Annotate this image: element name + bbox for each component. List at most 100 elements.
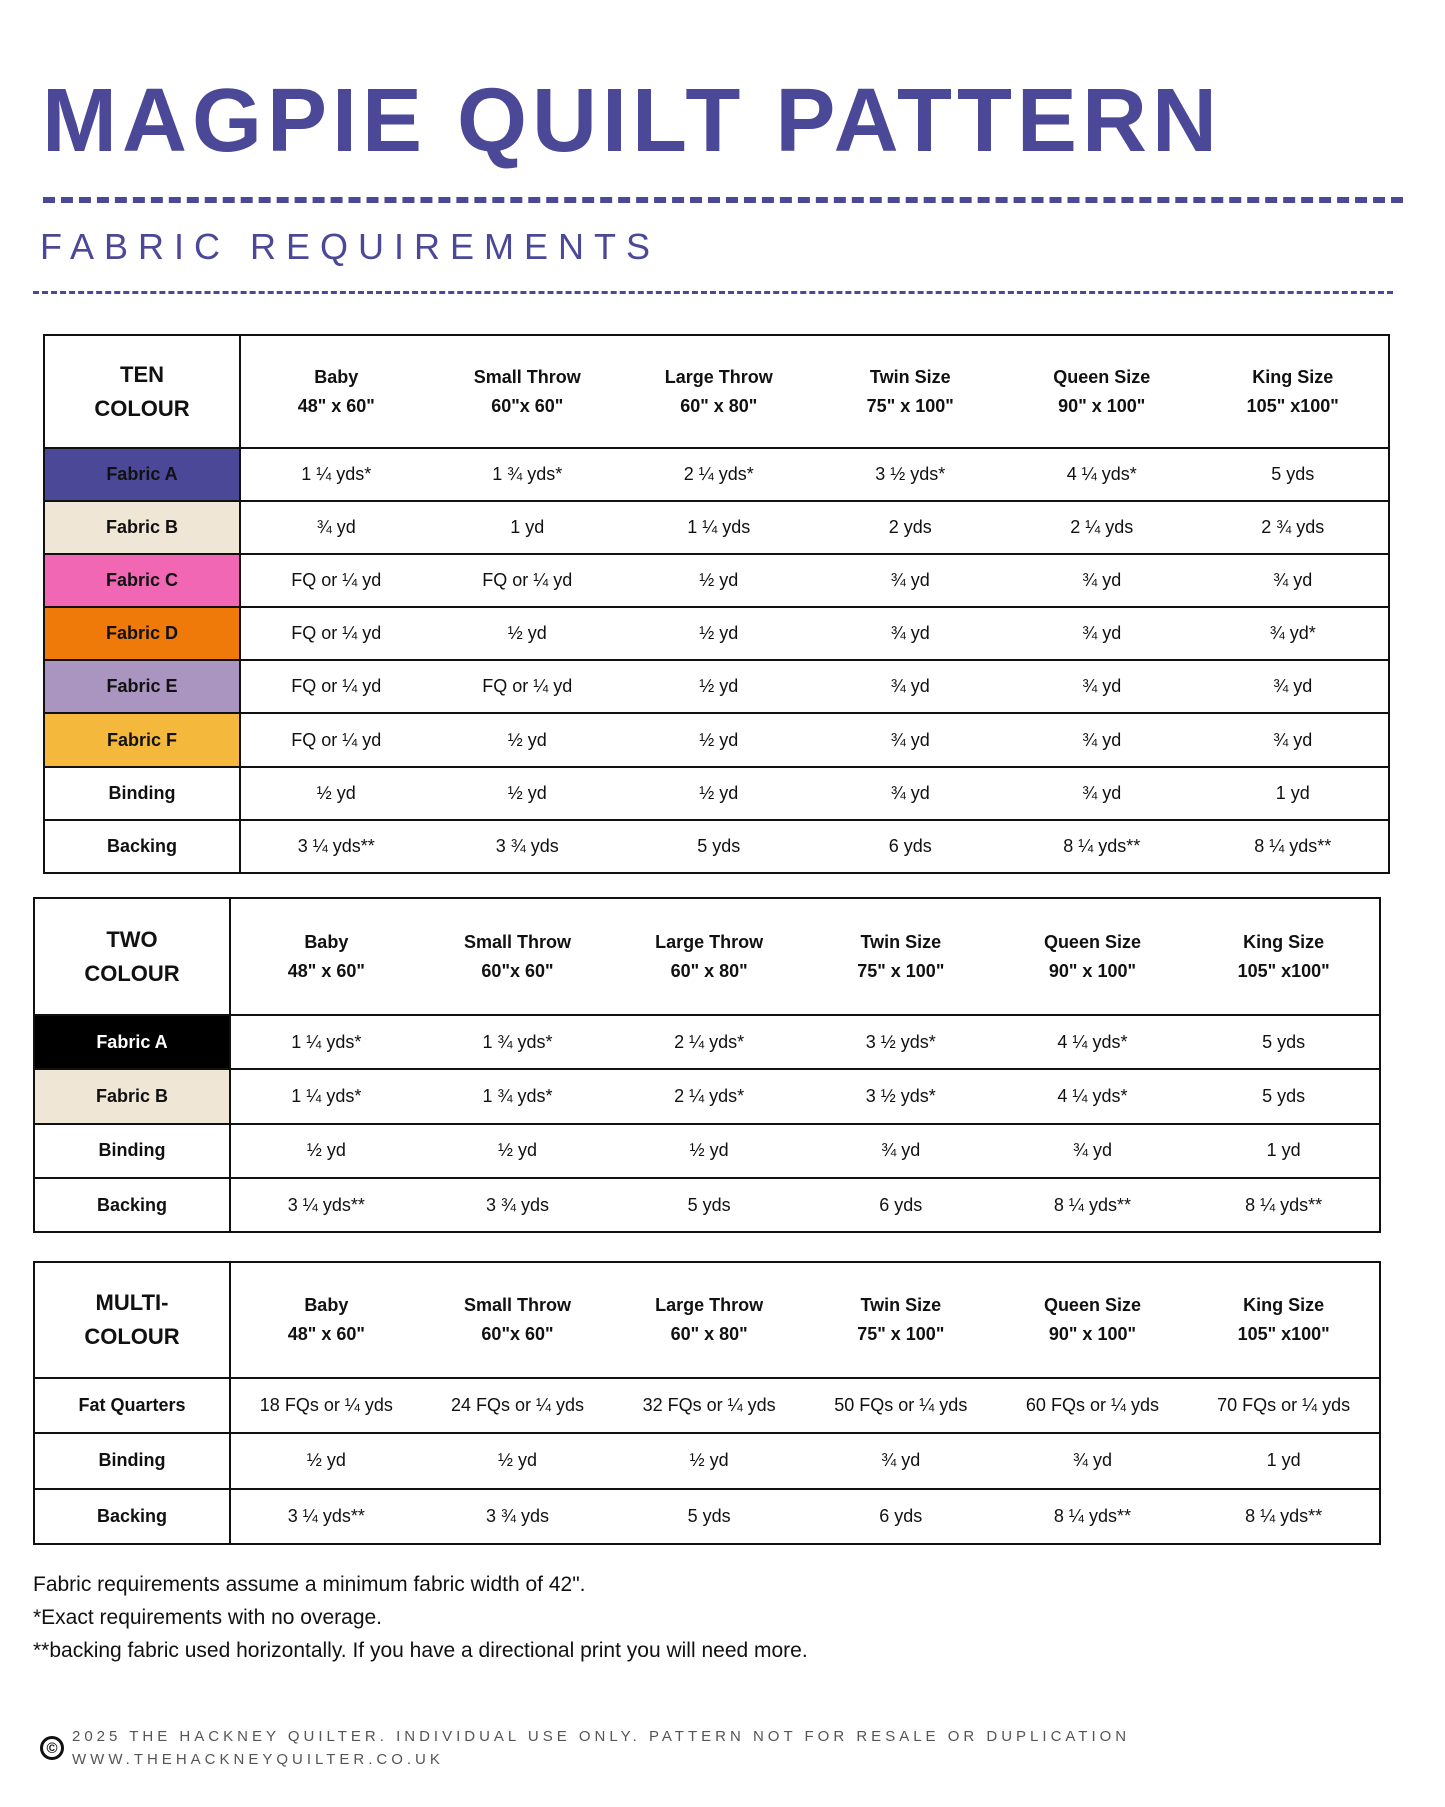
footer-website[interactable]: WWW.THEHACKNEYQUILTER.CO.UK	[72, 1751, 444, 1768]
cell: 3 ½ yds*	[804, 1013, 997, 1070]
column-header-0: Baby 48" x 60"	[230, 1261, 422, 1378]
size-name: Queen Size	[1053, 366, 1151, 387]
size-name: Small Throw	[473, 366, 581, 387]
size-name: Baby	[314, 366, 359, 387]
row-label: Fabric B	[44, 500, 241, 555]
column-header-1: Small Throw 60"x 60"	[431, 334, 623, 448]
size-name: Small Throw	[463, 931, 571, 952]
cell: FQ or ¼ yd	[240, 553, 432, 608]
size-dims: 105" x100"	[1237, 1324, 1330, 1344]
row-label: Fabric D	[44, 606, 241, 661]
table-heading: MULTI- COLOUR	[34, 1261, 231, 1378]
cell: ¾ yd	[1006, 606, 1198, 661]
column-header-5: King Size 105" x100"	[1197, 334, 1389, 448]
cell: FQ or ¼ yd	[240, 712, 432, 767]
cell: 1 ¾ yds*	[421, 1068, 614, 1124]
row-label: Fabric F	[44, 712, 241, 767]
table-row: Binding ½ yd ½ yd ½ yd ¾ yd ¾ yd 1 yd	[34, 1122, 1380, 1178]
size-dims: 60" x 80"	[670, 1324, 748, 1344]
cell: ½ yd	[230, 1432, 422, 1489]
cell: 8 ¼ yds**	[1188, 1487, 1380, 1544]
cell: ¾ yd	[1006, 712, 1198, 767]
ten-colour-table: TEN COLOUR Baby 48" x 60" Small Throw 60"x 60…	[43, 334, 1390, 874]
cell: 32 FQs or ¼ yds	[613, 1376, 805, 1434]
cell: FQ or ¼ yd	[431, 553, 623, 608]
cell: ½ yd	[623, 712, 815, 767]
size-name: Baby	[304, 1295, 349, 1315]
heading-line: COLOUR	[84, 960, 180, 986]
size-dims: 105" x100"	[1237, 960, 1330, 981]
cell: 4 ¼ yds*	[996, 1013, 1189, 1070]
cell: 2 ¼ yds*	[623, 446, 815, 502]
cell: 24 FQs or ¼ yds	[421, 1376, 614, 1434]
cell: ¾ yd	[814, 606, 1006, 661]
two-colour-table: TWO COLOUR Baby 48" x 60" Small Throw 60"x 60…	[33, 897, 1381, 1234]
cell: 8 ¼ yds**	[1188, 1176, 1380, 1233]
size-name: Queen Size	[1043, 931, 1141, 952]
cell: ½ yd	[623, 606, 815, 661]
note: **backing fabric used horizontally. If y…	[33, 1639, 808, 1662]
section-subtitle: FABRIC REQUIREMENTS	[40, 226, 661, 267]
size-name: King Size	[1243, 931, 1325, 952]
cell: 3 ¾ yds	[421, 1487, 614, 1544]
cell: 1 ¾ yds*	[431, 446, 623, 502]
row-label: Fabric B	[34, 1068, 231, 1124]
cell: ¾ yd	[1006, 659, 1198, 714]
cell: 1 yd	[1197, 765, 1389, 820]
cell: 3 ½ yds*	[804, 1068, 997, 1124]
column-header-4: Queen Size 90" x 100"	[996, 1261, 1189, 1378]
cell: 3 ½ yds*	[814, 446, 1006, 502]
cell: 4 ¼ yds*	[1006, 446, 1198, 502]
column-header-4: Queen Size 90" x 100"	[996, 897, 1189, 1015]
cell: 8 ¼ yds**	[1006, 818, 1198, 873]
column-header-3: Twin Size 75" x 100"	[804, 897, 997, 1015]
cell: ¾ yd	[814, 712, 1006, 767]
cell: ½ yd	[431, 765, 623, 820]
cell: 1 ¼ yds*	[230, 1013, 422, 1070]
size-dims: 75" x 100"	[866, 395, 954, 416]
cell: 6 yds	[804, 1176, 997, 1233]
footnotes: Fabric requirements assume a minimum fab…	[33, 1568, 808, 1667]
cell: 4 ¼ yds*	[996, 1068, 1189, 1124]
size-name: Large Throw	[655, 1295, 764, 1315]
cell: ½ yd	[431, 606, 623, 661]
cell: ¾ yd	[804, 1122, 997, 1178]
table-row: Binding ½ yd ½ yd ½ yd ¾ yd ¾ yd 1 yd	[34, 1432, 1380, 1489]
column-header-2: Large Throw 60" x 80"	[613, 897, 805, 1015]
row-label: Backing	[44, 818, 241, 873]
cell: 3 ¼ yds**	[230, 1487, 422, 1544]
table-heading: TEN COLOUR	[44, 334, 241, 448]
row-label: Backing	[34, 1176, 231, 1233]
size-name: Baby	[304, 931, 349, 952]
cell: ¾ yd	[996, 1432, 1189, 1489]
cell: ¾ yd	[1197, 659, 1389, 714]
table-row: Fabric D FQ or ¼ yd ½ yd ½ yd ¾ yd ¾ yd ¾ yd*	[44, 606, 1389, 661]
cell: 8 ¼ yds**	[996, 1487, 1189, 1544]
size-dims: 60"x 60"	[481, 960, 554, 981]
column-header-0: Baby 48" x 60"	[230, 897, 422, 1015]
size-dims: 60" x 80"	[680, 395, 758, 416]
row-label: Binding	[44, 765, 241, 820]
cell: FQ or ¼ yd	[240, 606, 432, 661]
row-label: Fat Quarters	[34, 1376, 231, 1434]
heading-line: TEN	[120, 361, 164, 387]
cell: 18 FQs or ¼ yds	[230, 1376, 422, 1434]
column-header-2: Large Throw 60" x 80"	[623, 334, 815, 448]
cell: ½ yd	[623, 765, 815, 820]
table-row: Binding ½ yd ½ yd ½ yd ¾ yd ¾ yd 1 yd	[44, 765, 1389, 820]
cell: 3 ¼ yds**	[240, 818, 432, 873]
size-name: Small Throw	[463, 1295, 571, 1315]
cell: ¾ yd	[804, 1432, 997, 1489]
size-dims: 90" x 100"	[1048, 960, 1137, 981]
cell: 5 yds	[613, 1176, 805, 1233]
table-row: Backing 3 ¼ yds** 3 ¾ yds 5 yds 6 yds 8 ¼ yds…	[34, 1487, 1380, 1544]
cell: ¾ yd*	[1197, 606, 1389, 661]
cell: 1 ¼ yds*	[240, 446, 432, 502]
size-name: Twin Size	[869, 366, 951, 387]
size-dims: 60"x 60"	[481, 1324, 554, 1344]
cell: 2 ¼ yds*	[613, 1068, 805, 1124]
cell: 2 ¾ yds	[1197, 500, 1389, 555]
